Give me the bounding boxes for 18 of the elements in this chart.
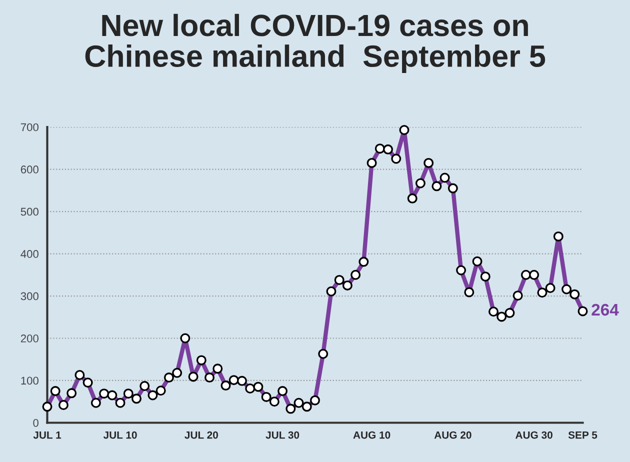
y-tick-label: 600 (20, 166, 38, 174)
data-label: 264 (592, 304, 619, 316)
y-tick-label: 200 (20, 334, 38, 342)
x-tick-label: JUL 10 (103, 431, 137, 439)
x-tick-label: AUG 20 (434, 431, 472, 439)
x-tick-label: JUL 1 (33, 431, 62, 439)
x-tick-label: JUL 20 (184, 431, 218, 439)
y-tick-label: 400 (20, 250, 38, 258)
y-tick-label: 0 (33, 418, 38, 427)
y-tick-label: 100 (21, 376, 38, 385)
chart-title: New local COVID-19 cases on Chinese mainland September 5 (85, 14, 546, 74)
x-tick-label: AUG 30 (516, 431, 552, 439)
x-tick-label: AUG 10 (353, 431, 390, 439)
y-tick-label: 500 (20, 208, 38, 216)
x-tick-label: SEP 5 (568, 431, 598, 439)
x-tick-label: JUL 30 (266, 431, 300, 439)
y-tick-label: 700 (20, 123, 38, 132)
y-tick-label: 300 (20, 292, 38, 300)
